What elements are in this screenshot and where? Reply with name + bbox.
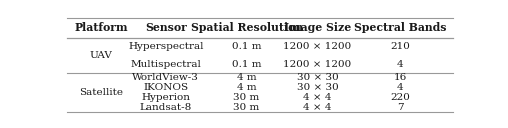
Text: 1200 × 1200: 1200 × 1200 <box>283 42 352 51</box>
Text: Sensor: Sensor <box>145 22 187 33</box>
Text: Landsat-8: Landsat-8 <box>140 103 192 112</box>
Text: 210: 210 <box>390 42 410 51</box>
Text: Hyperion: Hyperion <box>141 93 190 102</box>
Text: 0.1 m: 0.1 m <box>232 60 261 69</box>
Text: IKONOS: IKONOS <box>143 83 188 92</box>
Text: Spectral Bands: Spectral Bands <box>354 22 447 33</box>
Text: 1200 × 1200: 1200 × 1200 <box>283 60 352 69</box>
Text: 4 × 4: 4 × 4 <box>303 103 332 112</box>
Text: 30 m: 30 m <box>234 103 260 112</box>
Text: 4 m: 4 m <box>237 73 257 82</box>
Text: 7: 7 <box>397 103 403 112</box>
Text: Image Size: Image Size <box>284 22 351 33</box>
Text: 30 m: 30 m <box>234 93 260 102</box>
Text: 0.1 m: 0.1 m <box>232 42 261 51</box>
Text: UAV: UAV <box>89 51 112 60</box>
Text: Satellite: Satellite <box>79 88 123 97</box>
Text: 4: 4 <box>397 60 403 69</box>
Text: 16: 16 <box>394 73 407 82</box>
Text: Multispectral: Multispectral <box>131 60 201 69</box>
Text: 4 × 4: 4 × 4 <box>303 93 332 102</box>
Text: WorldView-3: WorldView-3 <box>133 73 199 82</box>
Text: 30 × 30: 30 × 30 <box>297 83 338 92</box>
Text: Hyperspectral: Hyperspectral <box>128 42 204 51</box>
Text: 30 × 30: 30 × 30 <box>297 73 338 82</box>
Text: 4 m: 4 m <box>237 83 257 92</box>
Text: Spatial Resolution: Spatial Resolution <box>190 22 303 33</box>
Text: Platform: Platform <box>74 22 128 33</box>
Text: 4: 4 <box>397 83 403 92</box>
Text: 220: 220 <box>390 93 410 102</box>
